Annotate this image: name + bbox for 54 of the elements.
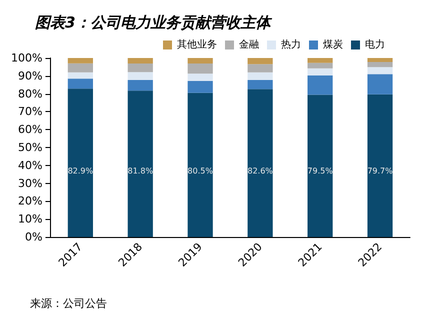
bar	[308, 94, 333, 237]
bar	[68, 78, 93, 89]
data-label: 79.5%	[307, 166, 334, 176]
chart-title: 图表3：公司电力业务贡献营收主体	[35, 14, 272, 32]
y-tick-label: 20%	[18, 194, 42, 208]
bar	[308, 68, 333, 76]
data-label: 81.8%	[128, 166, 154, 176]
legend-label: 电力	[365, 38, 385, 50]
bar	[128, 72, 153, 80]
data-label: 82.6%	[247, 166, 274, 176]
bar	[367, 67, 393, 74]
y-tick-label: 0%	[24, 230, 42, 244]
y-tick-label: 70%	[18, 105, 42, 118]
bar	[68, 88, 93, 237]
y-tick-label: 10%	[18, 212, 42, 226]
y-tick-label: 50%	[18, 141, 42, 154]
bar	[188, 64, 213, 74]
bar	[68, 72, 93, 79]
legend-label: 其他业务	[177, 38, 217, 50]
bar	[308, 58, 333, 63]
source-note: 来源：公司公告	[30, 297, 107, 310]
bar	[248, 72, 273, 80]
bar	[367, 94, 393, 237]
bar	[68, 58, 93, 64]
data-label: 79.7%	[367, 166, 394, 176]
y-tick-label: 90%	[18, 69, 42, 82]
bar	[128, 90, 153, 237]
bar	[188, 92, 213, 237]
bar	[367, 58, 393, 62]
bar	[128, 58, 153, 64]
bar	[367, 74, 393, 94]
bar	[68, 63, 93, 72]
bar	[188, 80, 213, 93]
y-tick-label: 40%	[18, 158, 42, 172]
bar	[188, 58, 213, 64]
legend-label: 煤炭	[323, 38, 343, 50]
bar	[188, 74, 213, 81]
bar	[248, 89, 273, 237]
bar	[367, 62, 393, 68]
legend-label: 热力	[281, 38, 301, 50]
bar	[248, 80, 273, 90]
bar	[128, 64, 153, 72]
bar	[128, 80, 153, 91]
y-tick-label: 100%	[10, 52, 42, 64]
y-tick-label: 80%	[18, 87, 42, 100]
bar	[308, 75, 333, 95]
bar	[248, 58, 273, 64]
data-label: 82.9%	[68, 166, 94, 176]
y-tick-label: 30%	[18, 176, 42, 190]
bar	[308, 62, 333, 68]
bar	[248, 64, 273, 72]
legend-label: 金融	[239, 38, 259, 50]
y-tick-label: 60%	[18, 123, 42, 136]
data-label: 80.5%	[188, 166, 214, 176]
